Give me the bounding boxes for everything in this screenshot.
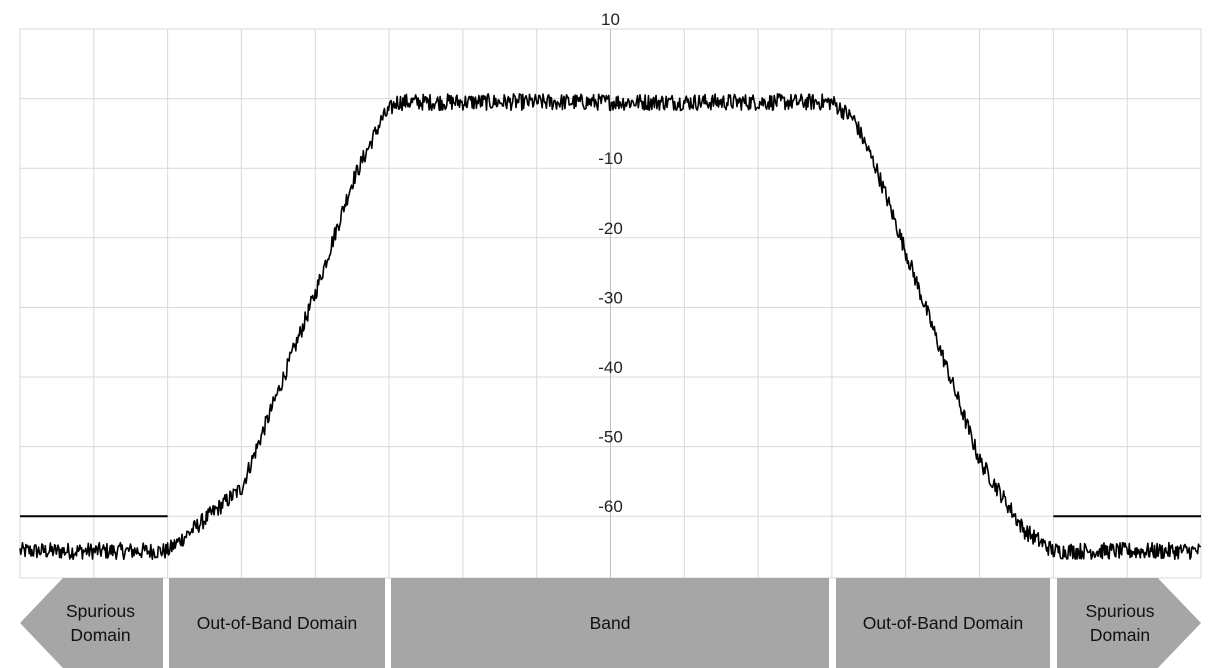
region-label-line: Band xyxy=(589,613,631,633)
y-tick-label: -30 xyxy=(598,288,623,307)
region-oob-right: Out-of-Band Domain xyxy=(836,578,1050,668)
y-tick-label: -40 xyxy=(598,358,623,377)
grid xyxy=(20,29,1201,578)
y-tick-label: 10 xyxy=(601,10,620,29)
region-oob-left: Out-of-Band Domain xyxy=(169,578,385,668)
region-spurious-right: Spurious Domain xyxy=(1057,578,1201,668)
y-tick-labels: 10 -10 -20 -30 -40 -50 -60 xyxy=(598,10,623,516)
region-label-line: Out-of-Band Domain xyxy=(196,613,358,633)
y-tick-label: -20 xyxy=(598,219,623,238)
y-tick-label: -10 xyxy=(598,149,623,168)
region-label-line: Spurious xyxy=(1085,601,1155,621)
region-label-line: Domain xyxy=(70,625,131,645)
region-band: Band xyxy=(391,578,829,668)
series-group xyxy=(19,93,1202,561)
spectrum-series-line xyxy=(19,93,1202,561)
y-tick-label: -50 xyxy=(598,428,623,447)
region-label-line: Out-of-Band Domain xyxy=(862,613,1024,633)
region-label-line: Domain xyxy=(1089,625,1151,645)
region-label-line: Spurious xyxy=(65,601,136,621)
y-tick-label: -60 xyxy=(598,497,623,516)
